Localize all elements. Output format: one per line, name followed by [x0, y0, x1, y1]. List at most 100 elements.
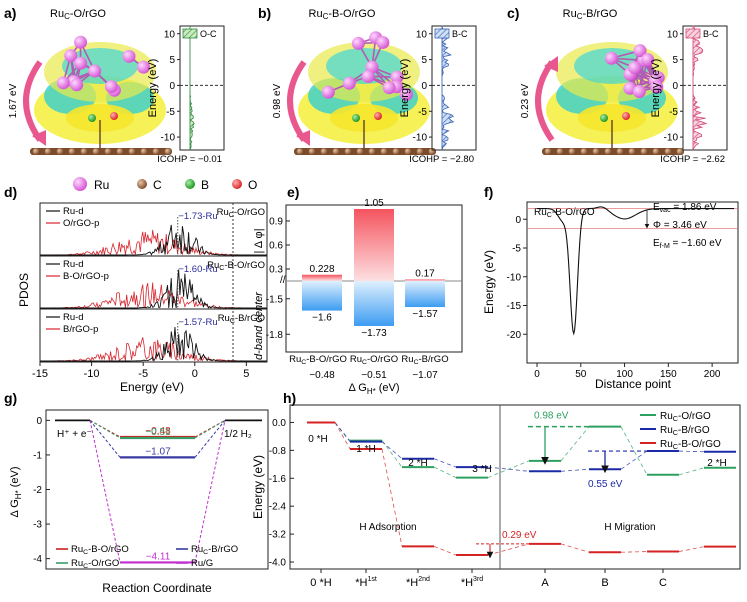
potential-ytick: -10: [507, 272, 522, 283]
bar-xlabel: Δ GH* (eV): [348, 382, 399, 396]
migration-legend-label: RuC-O/rGO: [660, 411, 711, 423]
panel-e: e) // | Δ φ| d-band center 0.9 0.6 0.3 -1.5…: [253, 184, 463, 396]
bar-category-label: RuC-B-O/rGO: [289, 354, 347, 366]
migration-xtick: A: [541, 577, 549, 589]
potential-xlabel: Distance point: [595, 377, 672, 391]
cohp-ylabel: Energy (eV): [650, 59, 662, 118]
panel-b-letter: b): [258, 5, 271, 21]
transfer-arrow-icon: [296, 130, 310, 146]
o-atom-icon: [232, 179, 242, 189]
bar-category-label: RuC-B/rGO: [401, 354, 448, 366]
bar-dg-label: −0.48: [309, 370, 335, 381]
gibbs-ylabel: Δ GH* (eV): [9, 466, 23, 517]
potential-frame: [526, 201, 739, 364]
icohp-value: ICOHP = −2.80: [409, 154, 474, 165]
cohp-frame: [179, 25, 225, 151]
bar-ytick-top: 0.3: [269, 265, 283, 276]
state-label: 0 *H: [308, 434, 327, 445]
cohp-legend-swatch: [434, 28, 450, 39]
pdos-xtick: -5: [138, 368, 148, 380]
panel-a-title: RuC-O/rGO: [50, 8, 106, 21]
migration-xtick: *H2nd: [406, 576, 430, 589]
blue-barrier-label: 0.55 eV: [588, 479, 623, 490]
gibbs-xlabel: Reaction Coordinate: [102, 581, 212, 595]
gibbs-value-label: −1.07: [145, 446, 171, 457]
cohp-legend-swatch: [182, 28, 198, 39]
cohp-ylabel: Energy (eV): [147, 59, 159, 118]
gibbs-ytick: -4: [33, 554, 42, 565]
cohp-ytick: 10: [164, 29, 176, 40]
potential-ytick: -20: [507, 330, 522, 341]
migration-xtick: *H3rd: [461, 576, 483, 589]
pdos-system-tag: RuC-B/rGO: [218, 313, 265, 325]
transfer-arrow-icon: [544, 56, 558, 72]
cohp-ytick: 10: [667, 29, 679, 40]
atom-label-b: B: [201, 178, 209, 192]
panel-f: f) Energy (eV) Distance point RuC-B-O/rG…: [482, 184, 739, 391]
c-atom-icon: [137, 179, 147, 189]
migration-xtick: B: [601, 577, 608, 589]
migration-ytick: -1.6: [269, 474, 287, 485]
pdos-system-tag: RuC-O/rGO: [217, 207, 265, 219]
migration-legend-label: RuC-B/rGO: [660, 425, 710, 437]
atom-legend: Ru C B O: [73, 177, 257, 192]
bar-ytick-top: 0.6: [269, 241, 283, 252]
gibbs-legend-label: RuC-B/rGO: [191, 544, 238, 556]
gibbs-connector: [89, 420, 226, 458]
atom-label-c: C: [153, 178, 162, 192]
axis-break-mark: //: [280, 275, 286, 286]
evac-label: Evac = 1.86 eV: [653, 202, 717, 214]
fermi-level-label: Ef-M = −1.60 eV: [653, 238, 722, 250]
pdos-legend-p: B/rGO-p: [63, 324, 98, 335]
migration-connector: [334, 422, 705, 478]
panel-g-letter: g): [4, 390, 17, 406]
potential-curve: [536, 206, 734, 336]
bar-value-bottom: −1.57: [412, 309, 438, 320]
bar-frame: [285, 204, 463, 353]
state-label: 1 *H: [356, 444, 375, 455]
bar-work-function-delta: [405, 279, 445, 281]
migration-xtick: 0 *H: [310, 577, 331, 589]
pdos-ylabel: PDOS: [17, 273, 31, 307]
gibbs-value-label: −0.48: [145, 426, 171, 437]
h-adsorption-label: H Adsorption: [359, 522, 416, 533]
cohp-legend-label: B-C: [703, 29, 719, 39]
panel-b-gap: 0.98 eV: [272, 83, 283, 118]
h-migration-label: H Migration: [604, 522, 655, 533]
panel-d-letter: d): [4, 184, 17, 200]
panel-d: d) PDOS -15 -10 -5 0 5 Energy (eV) Ru-dO/rGO…: [4, 184, 268, 394]
cohp-ytick: -10: [161, 133, 176, 144]
pdos-legend-p: B-O/rGO-p: [63, 271, 109, 282]
atom-label-ru: Ru: [94, 178, 109, 192]
cohp-frame: [431, 25, 477, 151]
bar-ylabel-bottom: d-band center: [253, 291, 265, 360]
state-label: 2 *H: [707, 458, 726, 469]
migration-legend-label: RuC-B-O/rGO: [660, 439, 721, 451]
pdos-legend-d: Ru-d: [63, 312, 84, 323]
cohp-ytick: -10: [413, 133, 428, 144]
cohp-frame: [682, 25, 728, 151]
cohp-ytick: 5: [421, 55, 427, 66]
panel-c-structure: [535, 42, 684, 155]
pdos-xtick: 0: [192, 368, 198, 380]
state-label: 2 *H: [408, 458, 427, 469]
migration-ytick: -3.2: [269, 530, 287, 541]
potential-xtick: 150: [660, 369, 677, 380]
gibbs-value-label: −4.11: [146, 551, 171, 562]
pdos-legend-d: Ru-d: [63, 259, 84, 270]
pdos-xtick: -10: [84, 368, 100, 380]
potential-tag: RuC-B-O/rGO: [534, 207, 595, 219]
bar-value-top: 1.05: [364, 198, 384, 209]
gibbs-ytick: 0: [36, 416, 42, 427]
cohp-ytick: 5: [672, 55, 678, 66]
potential-xtick: 50: [575, 369, 587, 380]
panel-c-letter: c): [507, 5, 519, 21]
bar-value-top: 0.228: [309, 264, 334, 275]
potential-xtick: 0: [534, 369, 540, 380]
gibbs-ytick: -3: [33, 520, 42, 531]
cohp-ytick: 10: [416, 29, 428, 40]
bar-dg-label: −0.51: [361, 370, 387, 381]
bar-dband-center: [302, 281, 342, 311]
migration-connector: [334, 422, 705, 556]
pdos-xtick: -15: [32, 368, 48, 380]
